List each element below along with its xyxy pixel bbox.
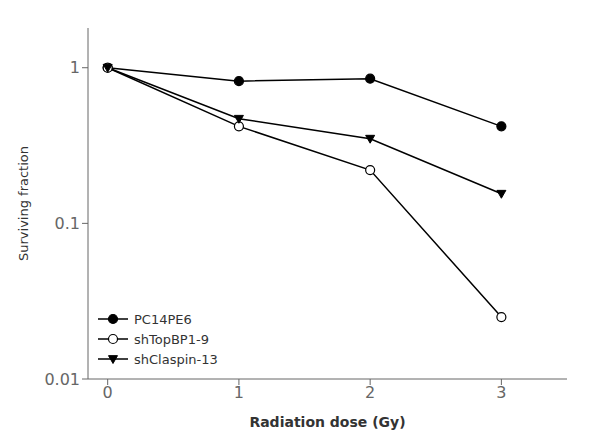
svg-text:0.1: 0.1 [55, 214, 80, 233]
svg-text:0.01: 0.01 [44, 370, 80, 389]
svg-text:2: 2 [365, 383, 375, 402]
svg-text:3: 3 [496, 383, 506, 402]
svg-text:Surviving fraction: Surviving fraction [16, 146, 31, 261]
html-text:shTopBP1-9: shTopBP1-9 [134, 331, 209, 347]
svg-text:1: 1 [234, 383, 244, 402]
svg-text:1: 1 [70, 58, 80, 77]
svg-text:Radiation dose (Gy): Radiation dose (Gy) [249, 414, 405, 430]
svg-text:0: 0 [103, 383, 113, 402]
html-text:shClaspin-13: shClaspin-13 [134, 351, 218, 367]
html-text:PC14PE6: PC14PE6 [134, 311, 192, 327]
